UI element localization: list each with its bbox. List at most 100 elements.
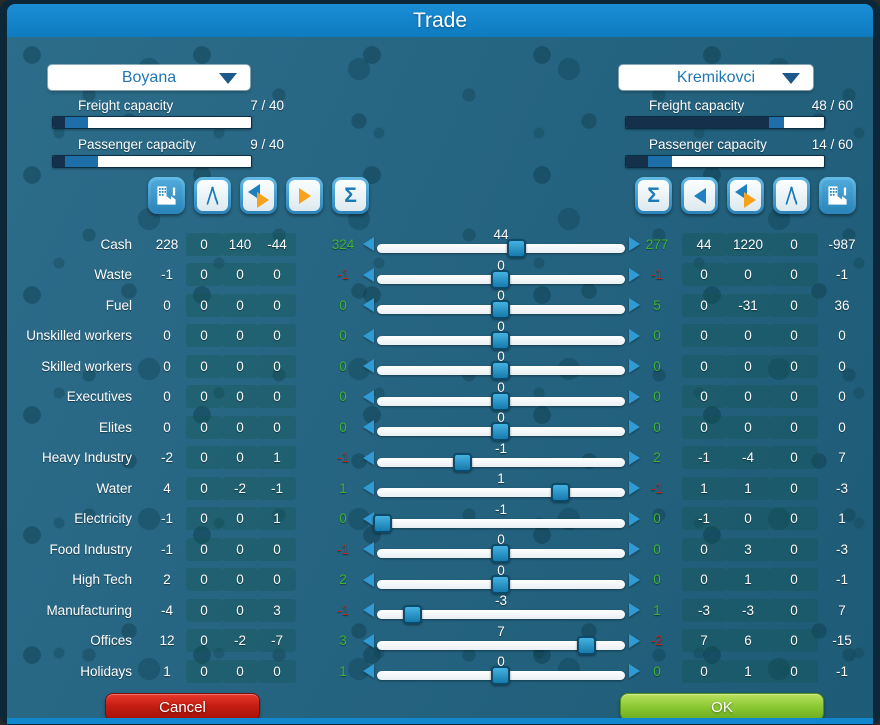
slider-increment-button[interactable] — [627, 389, 641, 404]
slider-value: 1 — [497, 471, 505, 486]
slider-increment-button[interactable] — [627, 572, 641, 587]
transfer-both-button[interactable] — [727, 177, 764, 214]
slider-decrement-button[interactable] — [361, 298, 375, 313]
slider-handle[interactable] — [507, 239, 527, 258]
slider-handle[interactable] — [491, 300, 510, 319]
slider-track[interactable] — [377, 610, 625, 619]
slider-track[interactable] — [377, 244, 625, 253]
slider-decrement-button[interactable] — [361, 450, 375, 465]
slider-handle[interactable] — [402, 605, 422, 624]
slider-increment-button[interactable] — [627, 237, 641, 252]
trade-amount-slider[interactable]: 7 — [375, 624, 627, 657]
slider-track[interactable] — [377, 518, 625, 528]
left-freight-label: Freight capacity — [78, 98, 174, 113]
left-toolbar: Σ — [148, 177, 369, 214]
trade-amount-slider[interactable]: -3 — [375, 593, 627, 626]
slider-decrement-button[interactable] — [361, 511, 375, 526]
trade-amount-slider[interactable]: 0 — [375, 379, 627, 413]
sum-button[interactable]: Σ — [332, 177, 369, 214]
right-city-dropdown[interactable]: Kremikovci — [619, 65, 813, 90]
slider-increment-button[interactable] — [627, 450, 641, 465]
trade-amount-slider[interactable]: 0 — [375, 319, 627, 352]
trade-amount-slider[interactable]: 0 — [375, 532, 627, 565]
left-value-cell: 0 — [186, 415, 222, 439]
slider-increment-button[interactable] — [627, 603, 641, 618]
row-label: Cash — [100, 236, 132, 252]
slider-track[interactable] — [377, 488, 625, 497]
slider-track[interactable] — [377, 457, 625, 467]
slider-decrement-button[interactable] — [361, 389, 375, 404]
trade-amount-slider[interactable]: 0 — [375, 654, 627, 687]
cancel-button[interactable]: Cancel — [105, 693, 260, 721]
slider-handle[interactable] — [576, 635, 596, 655]
slider-increment-button[interactable] — [627, 511, 641, 526]
right-value-cell: 36 — [834, 297, 850, 313]
table-row: Unskilled workers 0 0 0 0 0 0 0 0 0 0 0 — [7, 319, 873, 352]
slider-decrement-button[interactable] — [361, 328, 375, 343]
trade-amount-slider[interactable]: 0 — [375, 288, 627, 321]
trade-amount-slider[interactable]: 0 — [375, 258, 627, 291]
left-value-cell: 0 — [222, 659, 258, 683]
ok-button[interactable]: OK — [620, 693, 824, 721]
right-value-cell: 0 — [838, 328, 846, 344]
slider-handle[interactable] — [491, 269, 510, 289]
slider-handle[interactable] — [491, 361, 510, 380]
slider-increment-button[interactable] — [627, 633, 641, 648]
trade-amount-slider[interactable]: -1 — [375, 441, 627, 474]
slider-decrement-button[interactable] — [361, 359, 375, 374]
slider-handle[interactable] — [491, 666, 510, 685]
slider-decrement-button[interactable] — [361, 664, 375, 679]
factory-button[interactable] — [148, 177, 185, 214]
slider-decrement-button[interactable] — [361, 542, 375, 557]
slider-increment-button[interactable] — [627, 420, 641, 435]
slider-increment-button[interactable] — [627, 267, 641, 282]
trade-amount-slider[interactable]: 1 — [375, 471, 627, 504]
transfer-left-icon — [684, 180, 715, 211]
slider-handle[interactable] — [491, 391, 510, 411]
slider-increment-button[interactable] — [627, 328, 641, 343]
slider-handle[interactable] — [453, 452, 473, 472]
slider-decrement-button[interactable] — [361, 633, 375, 648]
slider-handle[interactable] — [491, 574, 510, 594]
slider-handle[interactable] — [491, 330, 510, 350]
trade-amount-slider[interactable]: 0 — [375, 563, 627, 596]
slider-decrement-button[interactable] — [361, 603, 375, 618]
slider-handle[interactable] — [491, 422, 510, 441]
right-value-cell: 1 — [726, 476, 770, 500]
slider-decrement-button[interactable] — [361, 420, 375, 435]
trade-amount-slider[interactable]: 44 — [375, 227, 627, 260]
slider-handle[interactable] — [491, 544, 510, 563]
slider-handle[interactable] — [551, 483, 571, 502]
slider-decrement-button[interactable] — [361, 267, 375, 282]
right-value-cell: 0 — [770, 568, 818, 592]
slider-decrement-button[interactable] — [361, 237, 375, 252]
trade-amount-slider[interactable]: 0 — [375, 349, 627, 382]
slider-value: 0 — [497, 379, 505, 395]
slider-track[interactable] — [377, 640, 625, 650]
left-value-cell: 0 — [186, 629, 222, 653]
transfer-right-button[interactable] — [286, 177, 323, 214]
sum-button[interactable]: Σ — [635, 177, 672, 214]
left-city-dropdown[interactable]: Boyana — [48, 65, 250, 90]
slider-increment-button[interactable] — [627, 664, 641, 679]
slider-decrement-button[interactable] — [361, 572, 375, 587]
right-freight-bar-dark — [626, 117, 769, 128]
transfer-both-button[interactable] — [240, 177, 277, 214]
slider-handle[interactable] — [372, 513, 392, 533]
factory-button[interactable] — [819, 177, 856, 214]
right-total-cell: 1 — [653, 602, 661, 618]
slider-increment-button[interactable] — [627, 359, 641, 374]
trade-amount-slider[interactable]: 0 — [375, 410, 627, 443]
transfer-left-button[interactable] — [681, 177, 718, 214]
arrow-right-icon — [257, 191, 269, 208]
right-value-cell: 0 — [682, 385, 726, 409]
compass-button[interactable] — [194, 177, 231, 214]
slider-increment-button[interactable] — [627, 481, 641, 496]
trade-amount-slider[interactable]: -1 — [372, 502, 627, 535]
slider-increment-button[interactable] — [627, 542, 641, 557]
right-value-cell: 1 — [682, 476, 726, 500]
slider-decrement-button[interactable] — [361, 481, 375, 496]
slider-increment-button[interactable] — [627, 298, 641, 313]
compass-button[interactable] — [773, 177, 810, 214]
right-value-cell: 0 — [682, 537, 726, 561]
